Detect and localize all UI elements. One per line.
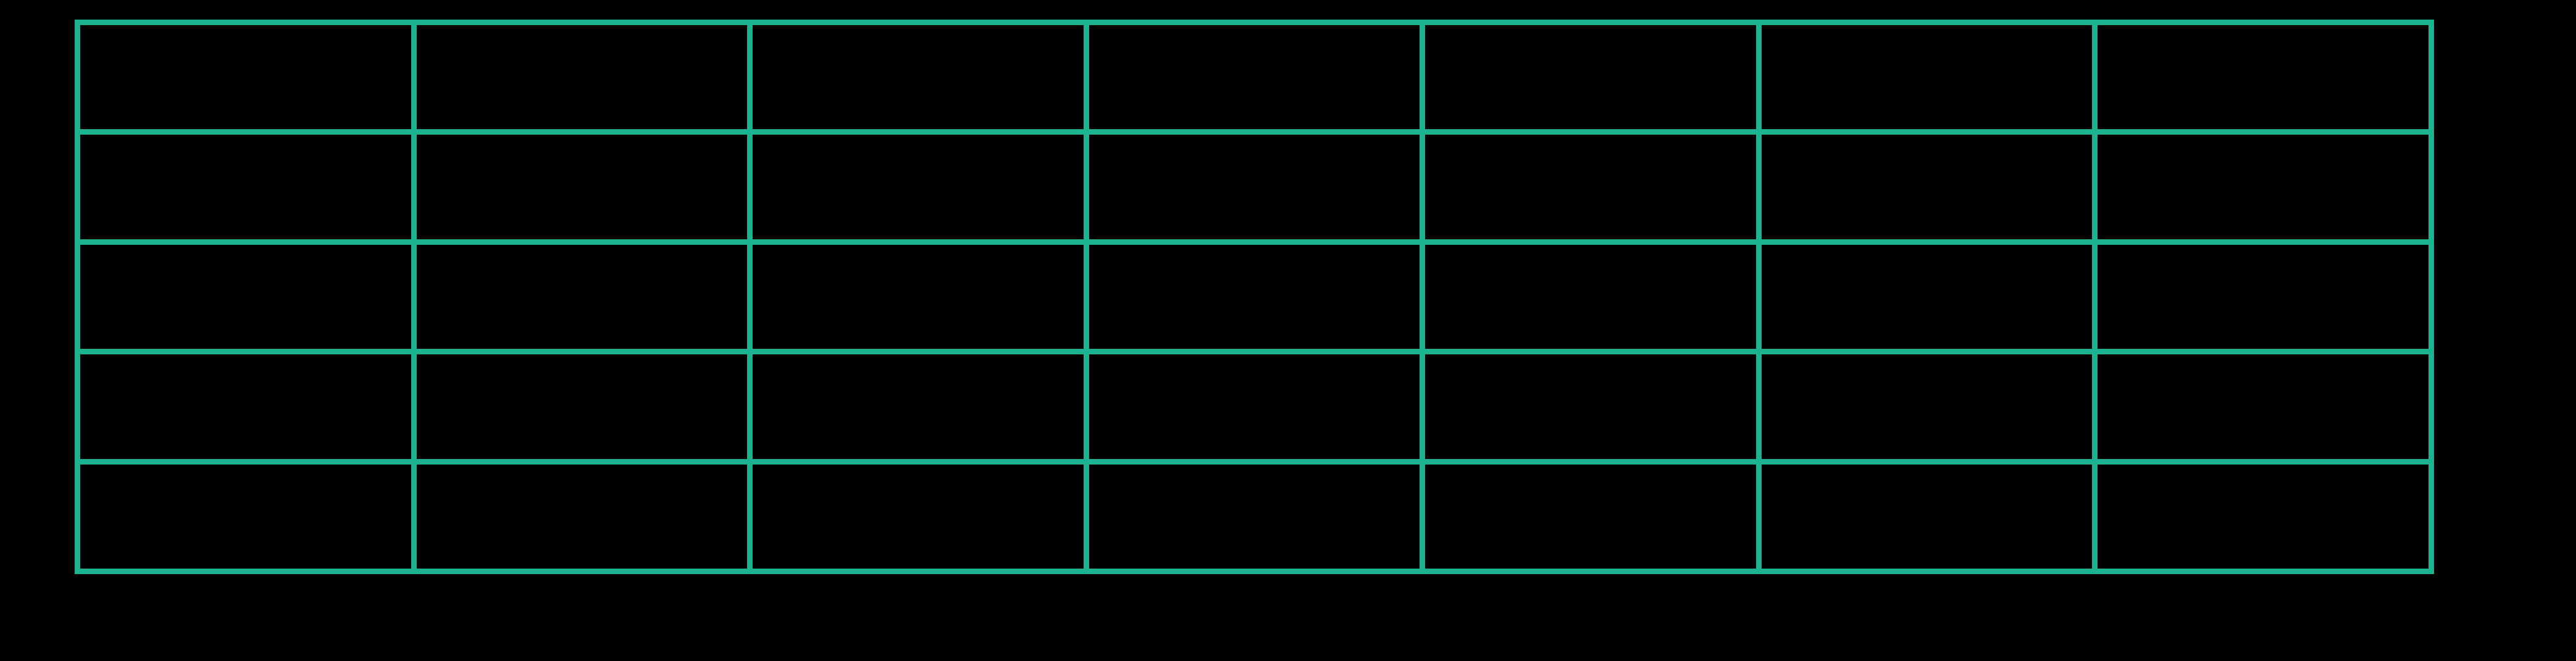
table-cell bbox=[1425, 464, 1756, 569]
table-cell bbox=[1761, 464, 2093, 569]
table-cell bbox=[1425, 354, 1756, 459]
table-cell bbox=[416, 354, 748, 459]
table-cell bbox=[1761, 25, 2093, 130]
table-cell bbox=[753, 244, 1084, 349]
table-cell bbox=[80, 464, 411, 569]
table-cell bbox=[416, 464, 748, 569]
table-cell bbox=[1089, 354, 1420, 459]
table-cell bbox=[2098, 135, 2429, 239]
table-cell bbox=[1425, 244, 1756, 349]
table-cell bbox=[753, 354, 1084, 459]
table-cell bbox=[1425, 25, 1756, 130]
table-cell bbox=[416, 244, 748, 349]
table-cell bbox=[1089, 244, 1420, 349]
table-cell bbox=[2098, 25, 2429, 130]
table-cell bbox=[80, 354, 411, 459]
table-cell bbox=[416, 135, 748, 239]
table-cell bbox=[1089, 25, 1420, 130]
table-cell bbox=[1425, 135, 1756, 239]
table-cell bbox=[2098, 354, 2429, 459]
table-cell bbox=[753, 25, 1084, 130]
table-cell bbox=[1761, 135, 2093, 239]
table-cell bbox=[80, 244, 411, 349]
table-cell bbox=[1761, 354, 2093, 459]
table-cell bbox=[80, 135, 411, 239]
empty-table bbox=[75, 20, 2434, 574]
table-cell bbox=[416, 25, 748, 130]
table-cell bbox=[80, 25, 411, 130]
table-cell bbox=[1089, 135, 1420, 239]
table-cell bbox=[1089, 464, 1420, 569]
table-cell bbox=[753, 135, 1084, 239]
table-cell bbox=[1761, 244, 2093, 349]
table-cell bbox=[2098, 464, 2429, 569]
table-cell bbox=[2098, 244, 2429, 349]
table-cell bbox=[753, 464, 1084, 569]
